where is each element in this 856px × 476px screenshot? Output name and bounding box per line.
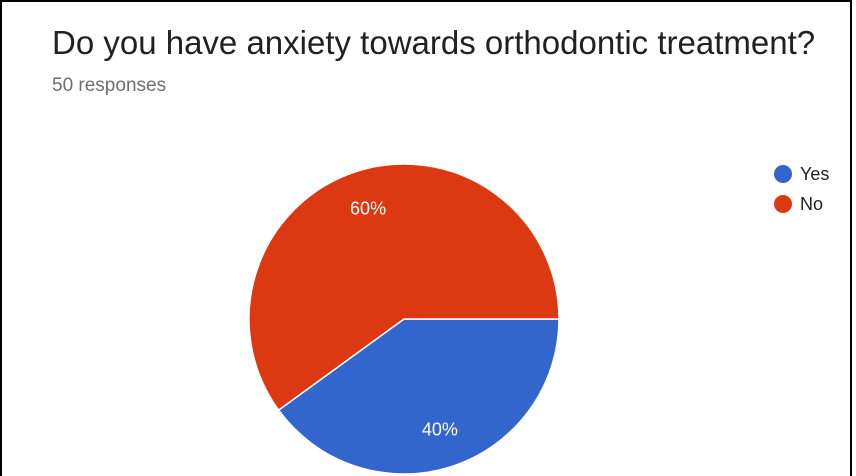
pie-slice-labels: 40% 60% [350,198,458,439]
slice-label-no: 60% [350,198,386,218]
legend-swatch-no [774,195,792,213]
chart-title: Do you have anxiety towards orthodontic … [52,24,816,61]
response-count: 50 responses [52,75,167,96]
slice-label-yes: 40% [422,420,458,440]
legend-label-no: No [800,194,824,214]
pie-slices [248,163,560,475]
pie-slice-no[interactable] [248,163,560,412]
legend-label-yes: Yes [800,164,830,184]
pie-slice-yes[interactable] [277,318,560,475]
legend-swatch-yes [774,165,792,183]
